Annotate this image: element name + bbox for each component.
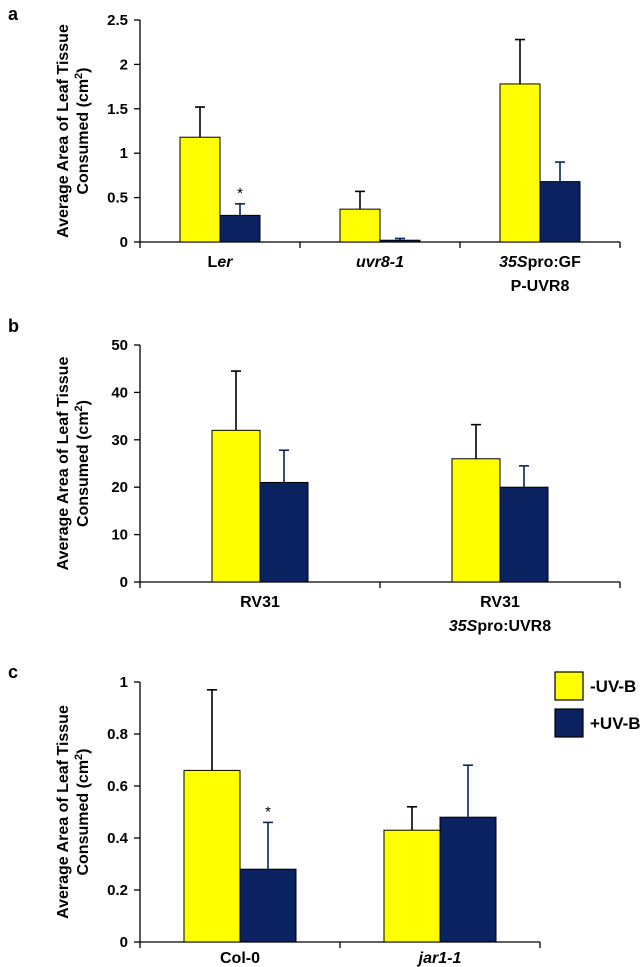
y-axis-label-line1: Average Area of Leaf Tissue xyxy=(55,24,72,238)
legend-swatch-plus-uvb xyxy=(554,708,584,738)
bar-minus-uvb xyxy=(183,769,241,943)
y-tick-label: 20 xyxy=(111,479,128,496)
y-axis-label-line2: Consumed (cm2) xyxy=(73,67,92,194)
y-tick-label: 0 xyxy=(120,574,128,591)
bar-plus-uvb xyxy=(239,868,297,943)
panel-c-chart: 0 0.2 0.4 0.6 0.8 1 Average Area of Leaf Tissu… xyxy=(55,674,541,967)
y-tick-label: 40 xyxy=(111,384,128,401)
y-axis-label-line2: Consumed (cm2) xyxy=(73,748,92,875)
panel-letter-a: a xyxy=(8,4,19,24)
y-tick-label: 0.2 xyxy=(107,882,128,899)
y-tick-label: 0 xyxy=(120,934,128,951)
legend: -UV-B +UV-B xyxy=(554,671,641,738)
y-tick-label: 1 xyxy=(120,674,128,691)
bar-minus-uvb xyxy=(383,829,441,943)
y-tick-label: 0.8 xyxy=(107,726,128,743)
y-tick-label: 10 xyxy=(111,527,128,544)
significance-asterisk: * xyxy=(265,803,271,820)
y-axis-label-line2: Consumed (cm2) xyxy=(73,400,92,527)
y-axis-label-line1: Average Area of Leaf Tissue xyxy=(55,705,72,919)
bar-plus-uvb xyxy=(539,181,581,243)
bar-plus-uvb xyxy=(259,481,309,583)
y-tick-label: 1 xyxy=(120,145,128,162)
bar-plus-uvb xyxy=(379,239,421,243)
y-tick-label: 0.6 xyxy=(107,778,128,795)
y-tick-label: 50 xyxy=(111,337,128,354)
x-category-label: Ler xyxy=(208,254,234,271)
bar-minus-uvb xyxy=(339,208,381,243)
y-tick-label: 0.4 xyxy=(107,830,129,847)
y-tick-label: 0.5 xyxy=(107,190,128,207)
legend-label-plus-uvb: +UV-B xyxy=(590,714,641,733)
legend-label-minus-uvb: -UV-B xyxy=(590,677,636,696)
x-category-label-line2: 35Spro:UVR8 xyxy=(449,618,551,635)
x-category-label: 35Spro:GF xyxy=(499,254,581,271)
y-tick-label: 1.5 xyxy=(107,101,128,118)
y-tick-label: 0 xyxy=(120,234,128,251)
panel-letter-b: b xyxy=(8,316,19,336)
x-category-label-line2: P-UVR8 xyxy=(511,278,570,295)
x-category-label: jar1-1 xyxy=(417,950,462,967)
x-category-label: RV31 xyxy=(240,594,280,611)
bar-plus-uvb xyxy=(439,816,497,943)
y-tick-label: 2.5 xyxy=(107,12,128,29)
bar-minus-uvb xyxy=(451,458,501,583)
x-category-label: uvr8-1 xyxy=(356,254,404,271)
bar-minus-uvb xyxy=(499,83,541,243)
y-tick-label: 30 xyxy=(111,432,128,449)
x-category-label: Col-0 xyxy=(220,950,260,967)
significance-asterisk: * xyxy=(237,185,243,202)
panel-letter-c: c xyxy=(8,662,18,682)
x-category-label: RV31 xyxy=(480,594,520,611)
y-tick-label: 2 xyxy=(120,56,128,73)
legend-swatch-minus-uvb xyxy=(554,671,584,701)
bar-plus-uvb xyxy=(219,214,261,243)
panel-b-chart: 0 10 20 30 40 50 Average Area of Leaf Tissue Co… xyxy=(55,337,621,635)
bar-minus-uvb xyxy=(211,429,261,583)
bar-minus-uvb xyxy=(179,136,221,243)
panel-a-chart: 0 0.5 1 1.5 2 2.5 Average Area of Leaf Tissue C… xyxy=(55,12,621,295)
y-axis-label-line1: Average Area of Leaf Tissue xyxy=(55,357,72,571)
bar-plus-uvb xyxy=(499,486,549,583)
